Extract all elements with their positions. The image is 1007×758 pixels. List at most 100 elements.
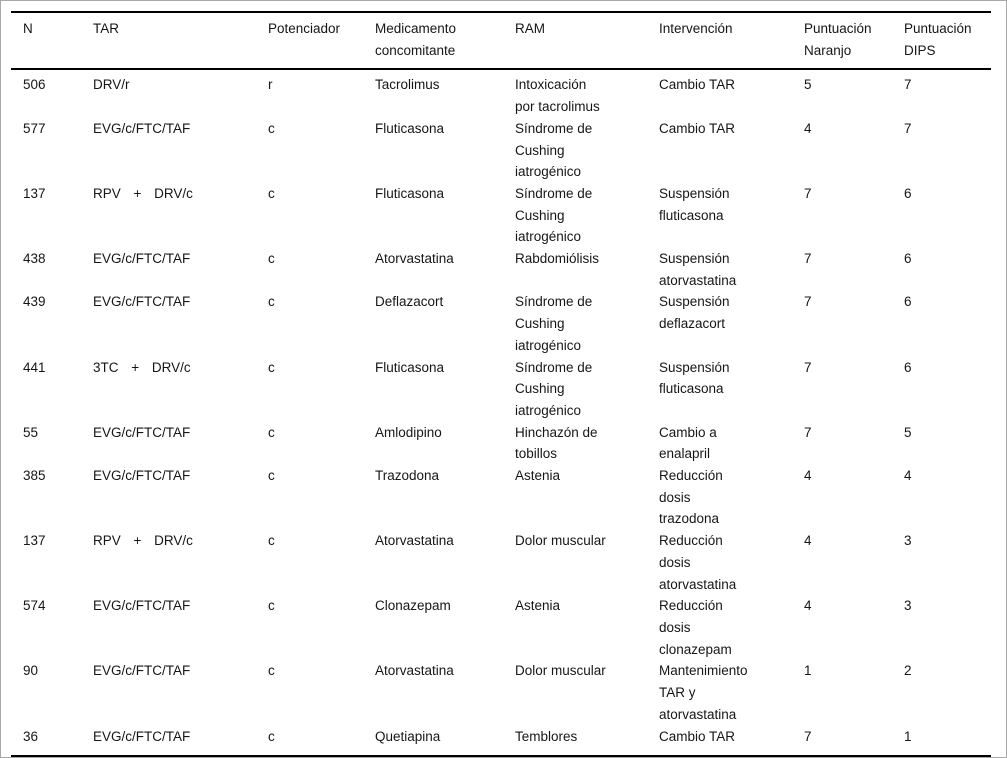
column-header-potenciador: Potenciador [268,10,375,71]
cell-n: 55 [23,424,39,440]
cell-n: 574 [23,598,46,614]
cell-medicamento-concomitante: Trazodona [375,468,440,484]
cell-puntuacion-dips: 7 [904,77,912,93]
cell-potenciador: c [268,359,275,375]
cell-puntuacion-dips: 6 [904,294,912,310]
cell-n: 36 [23,728,39,744]
cell-ram: Dolor muscular [515,533,606,549]
cell-ram: Astenia [515,468,561,484]
cell-potenciador: c [268,533,275,549]
cell-potenciador: c [268,728,275,744]
cell-puntuacion-dips: 2 [904,663,912,679]
cell-intervencion: Suspensión deflazacort [659,294,730,332]
column-header-tar: TAR [93,10,268,71]
column-header-ram: RAM [515,10,659,71]
cell-intervencion: Suspensión fluticasona [659,185,730,223]
table-row: 137 RPV + DRV/c c Atorvastatina Dolor mu… [11,530,991,595]
cell-tar: EVG/c/FTC/TAF [93,424,191,440]
cell-intervencion: Reducción dosis trazodona [659,468,723,527]
cell-intervencion: Suspensión atorvastatina [659,251,737,288]
cell-tar: RPV + DRV/c [93,185,193,201]
cell-potenciador: c [268,251,275,267]
cell-potenciador: c [268,120,275,136]
cell-intervencion: Cambio a enalapril [659,424,717,462]
table-row: 55 EVG/c/FTC/TAF c Amlodipino Hinchazón … [11,422,991,465]
cell-n: 137 [23,533,46,549]
cell-intervencion: Cambio TAR [659,728,736,744]
cell-puntuacion-naranjo: 7 [804,251,812,267]
cell-n: 439 [23,294,46,310]
cell-ram: Rabdomiólisis [515,251,600,267]
table-row: 36 EVG/c/FTC/TAF c Quetiapina Temblores … [11,726,991,757]
cell-puntuacion-dips: 5 [904,424,912,440]
cell-puntuacion-naranjo: 5 [804,77,812,93]
cell-tar: EVG/c/FTC/TAF [93,468,191,484]
cell-medicamento-concomitante: Fluticasona [375,120,445,136]
cell-puntuacion-dips: 6 [904,251,912,267]
table-body: 506 DRV/r r Tacrolimus Intoxicación por … [11,69,991,756]
cell-intervencion: Reducción dosis clonazepam [659,598,732,657]
cell-puntuacion-naranjo: 7 [804,424,812,440]
cell-potenciador: r [268,77,273,93]
cell-puntuacion-dips: 3 [904,598,912,614]
cell-ram: Hinchazón de tobillos [515,424,598,462]
cell-medicamento-concomitante: Fluticasona [375,359,445,375]
table-row: 137 RPV + DRV/c c Fluticasona Síndrome d… [11,183,991,248]
table-row: 506 DRV/r r Tacrolimus Intoxicación por … [11,69,991,117]
cell-tar: DRV/r [93,77,130,93]
column-header-puntuacion-dips: Puntuación DIPS [904,10,991,71]
cell-puntuacion-dips: 1 [904,728,912,744]
cell-medicamento-concomitante: Amlodipino [375,424,442,440]
cell-medicamento-concomitante: Clonazepam [375,598,451,614]
cell-ram: Síndrome de Cushing iatrogénico [515,185,593,245]
cell-tar: EVG/c/FTC/TAF [93,251,191,267]
table-row: 90 EVG/c/FTC/TAF c Atorvastatina Dolor m… [11,660,991,725]
cell-puntuacion-naranjo: 4 [804,120,812,136]
cell-n: 577 [23,120,46,136]
cell-ram: Síndrome de Cushing iatrogénico [515,120,593,180]
cell-medicamento-concomitante: Atorvastatina [375,533,454,549]
cell-n: 90 [23,663,39,679]
column-header-intervencion: Intervención [659,10,804,71]
cell-potenciador: c [268,185,275,201]
cell-n: 438 [23,251,46,267]
cell-tar: EVG/c/FTC/TAF [93,120,191,136]
cell-ram: Astenia [515,598,561,614]
header-row: N TAR Potenciador Medicamento concomitan… [11,10,991,71]
cell-puntuacion-dips: 7 [904,120,912,136]
cell-potenciador: c [268,468,275,484]
cell-potenciador: c [268,598,275,614]
cell-tar: EVG/c/FTC/TAF [93,663,191,679]
cell-medicamento-concomitante: Tacrolimus [375,77,440,93]
cell-puntuacion-naranjo: 4 [804,468,812,484]
cell-intervencion: Cambio TAR [659,77,736,93]
adr-interactions-table: N TAR Potenciador Medicamento concomitan… [11,10,991,757]
cell-ram: Síndrome de Cushing iatrogénico [515,359,593,418]
cell-n: 137 [23,185,46,201]
cell-intervencion: Cambio TAR [659,120,736,136]
cell-n: 506 [23,77,46,93]
cell-puntuacion-naranjo: 7 [804,728,812,744]
cell-tar: EVG/c/FTC/TAF [93,294,191,310]
cell-ram: Temblores [515,728,578,744]
cell-ram: Dolor muscular [515,663,606,679]
cell-puntuacion-naranjo: 7 [804,185,812,201]
cell-potenciador: c [268,424,275,440]
column-header-n: N [11,10,93,71]
cell-puntuacion-naranjo: 7 [804,294,812,310]
cell-intervencion: Mantenimiento TAR y atorvastatina [659,663,748,722]
cell-puntuacion-dips: 6 [904,359,912,375]
cell-medicamento-concomitante: Fluticasona [375,185,445,201]
cell-ram: Síndrome de Cushing iatrogénico [515,294,593,353]
cell-tar: EVG/c/FTC/TAF [93,598,191,614]
cell-intervencion: Reducción dosis atorvastatina [659,533,737,592]
table-row: 577 EVG/c/FTC/TAF c Fluticasona Síndrome… [11,118,991,183]
column-header-medicamento-concomitante: Medicamento concomitante [375,10,515,71]
table-row: 574 EVG/c/FTC/TAF c Clonazepam Astenia R… [11,595,991,660]
table-row: 385 EVG/c/FTC/TAF c Trazodona Astenia Re… [11,465,991,530]
cell-puntuacion-dips: 3 [904,533,912,549]
cell-potenciador: c [268,663,275,679]
cell-puntuacion-naranjo: 4 [804,533,812,549]
table-row: 441 3TC + DRV/c c Fluticasona Síndrome d… [11,357,991,422]
